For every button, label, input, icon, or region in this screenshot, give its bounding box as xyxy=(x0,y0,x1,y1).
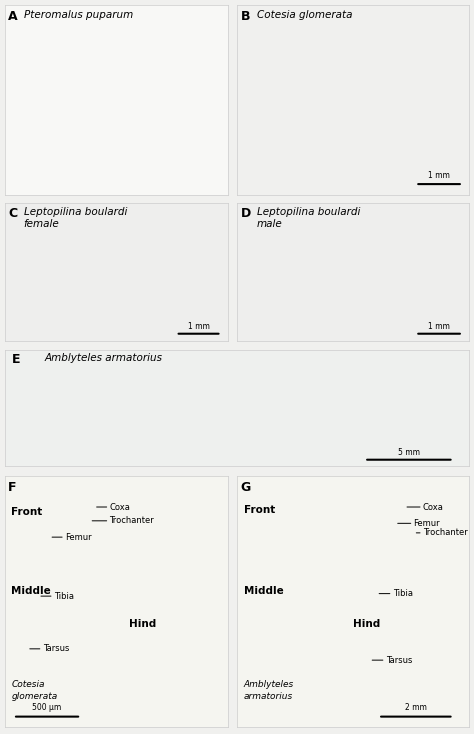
Text: Cotesia glomerata: Cotesia glomerata xyxy=(257,10,352,20)
Text: Leptopilina boulardi
male: Leptopilina boulardi male xyxy=(257,207,360,229)
Text: Leptopilina boulardi
female: Leptopilina boulardi female xyxy=(24,207,127,229)
Text: Coxa: Coxa xyxy=(97,503,130,512)
Text: Coxa: Coxa xyxy=(407,503,444,512)
Text: B: B xyxy=(240,10,250,23)
Text: A: A xyxy=(8,10,18,23)
Text: Hind: Hind xyxy=(353,619,380,629)
Text: F: F xyxy=(8,481,17,494)
Text: Femur: Femur xyxy=(398,519,440,528)
Text: 2 mm: 2 mm xyxy=(405,702,427,711)
Text: Middle: Middle xyxy=(244,586,284,596)
Text: G: G xyxy=(240,481,251,494)
Text: Amblyteles
armatorius: Amblyteles armatorius xyxy=(244,680,294,701)
Text: E: E xyxy=(12,353,20,366)
Text: 500 μm: 500 μm xyxy=(32,702,62,711)
Text: Tibia: Tibia xyxy=(379,589,412,598)
Text: Pteromalus puparum: Pteromalus puparum xyxy=(24,10,133,20)
Text: Femur: Femur xyxy=(52,533,91,542)
Text: Front: Front xyxy=(11,507,43,517)
Text: 1 mm: 1 mm xyxy=(188,322,210,331)
Text: Front: Front xyxy=(244,504,275,515)
Text: Cotesia
glomerata: Cotesia glomerata xyxy=(11,680,58,701)
Text: Trochanter: Trochanter xyxy=(92,516,154,526)
Text: Hind: Hind xyxy=(129,619,157,629)
Text: 1 mm: 1 mm xyxy=(428,322,450,331)
Text: Tarsus: Tarsus xyxy=(30,644,69,653)
Text: Middle: Middle xyxy=(11,586,51,596)
Text: 1 mm: 1 mm xyxy=(428,171,450,181)
Text: Amblyteles armatorius: Amblyteles armatorius xyxy=(44,353,162,363)
Text: Tarsus: Tarsus xyxy=(372,655,412,665)
Text: C: C xyxy=(8,207,17,219)
Text: 5 mm: 5 mm xyxy=(398,448,420,457)
Text: D: D xyxy=(240,207,251,219)
Text: Trochanter: Trochanter xyxy=(416,528,467,537)
Text: Tibia: Tibia xyxy=(41,592,74,600)
